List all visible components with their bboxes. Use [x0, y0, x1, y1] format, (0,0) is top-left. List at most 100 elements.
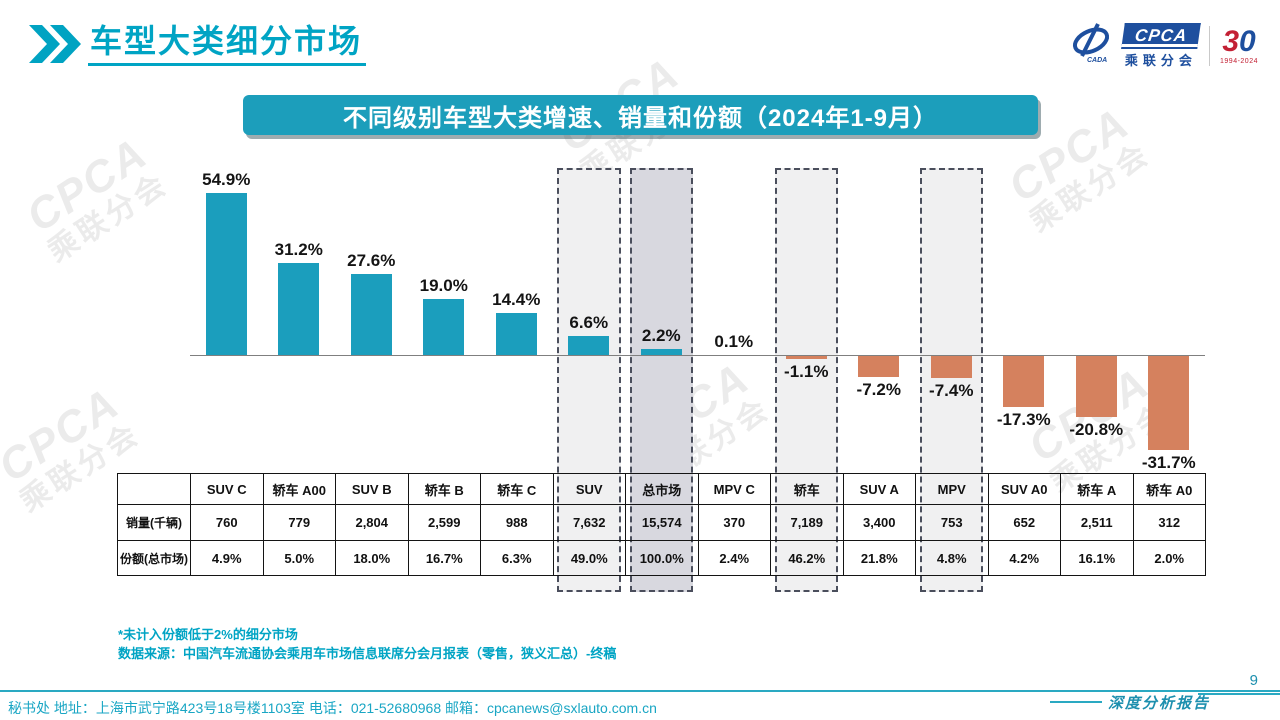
bar-value-label: -1.1%	[784, 362, 829, 382]
column-header-总市场: 总市场	[625, 473, 699, 505]
column-header-轿车 A: 轿车 A	[1060, 473, 1134, 505]
bar-轿车 B	[423, 298, 465, 355]
anniversary-30-badge: 30 1994-2024	[1220, 24, 1258, 65]
page-title: 车型大类细分市场	[88, 23, 367, 67]
bar-value-label: -7.2%	[856, 380, 901, 400]
footer-report-block: 9 深度分析报告	[1050, 672, 1280, 716]
cell-SUV B: 2,804	[335, 504, 409, 541]
column-header-MPV C: MPV C	[697, 473, 771, 505]
row-label	[117, 473, 191, 505]
bar-value-label: -7.4%	[929, 380, 974, 400]
footnotes: *未计入份额低于2%的细分市场 数据来源：中国汽车流通协会乘用车市场信息联席分会…	[118, 626, 616, 664]
cpca-logo: CADA CPCA 乘联分会 30 1994-2024	[1069, 22, 1258, 69]
cell-MPV: 4.8%	[915, 540, 989, 576]
cell-SUV: 49.0%	[552, 540, 626, 576]
anniversary-years: 1994-2024	[1220, 57, 1258, 65]
cell-轿车: 46.2%	[770, 540, 844, 576]
footer-divider-line	[0, 690, 1280, 692]
header: 车型大类细分市场	[28, 23, 367, 69]
page-number: 9	[1249, 672, 1258, 689]
row-label: 销量(千辆)	[117, 504, 191, 541]
bar-value-label: -31.7%	[1141, 452, 1196, 472]
report-type-label: 深度分析报告	[1108, 696, 1211, 712]
bar-轿车	[785, 356, 827, 360]
cell-MPV C: 2.4%	[697, 540, 771, 576]
footnote-data-source: 数据来源：中国汽车流通协会乘用车市场信息联席分会月报表（零售，狭义汇总）-终稿	[118, 645, 617, 661]
cpca-acronym: CPCA	[1121, 22, 1201, 49]
report-label-left-line	[1050, 701, 1102, 703]
cell-SUV A: 21.8%	[842, 540, 916, 576]
segment-data-table: SUV C 轿车 A00 SUV B 轿车 B 轿车 C SUV 总市场 MPV C 轿车 SUV…	[117, 473, 1206, 576]
table-row-share: 份额(总市场) 4.9% 5.0% 18.0% 16.7% 6.3% 49.0% 100.0%…	[117, 540, 1206, 576]
cell-轿车 C: 6.3%	[480, 540, 554, 576]
column-header-SUV B: SUV B	[335, 473, 409, 505]
cell-轿车: 7,189	[770, 504, 844, 541]
cell-MPV C: 370	[697, 504, 771, 541]
bar-value-label: 6.6%	[569, 312, 609, 332]
column-header-轿车 C: 轿车 C	[480, 473, 554, 505]
column-header-MPV: MPV	[915, 473, 989, 505]
bar-轿车 A	[1075, 356, 1117, 418]
bar-SUV B	[350, 273, 392, 355]
bar-value-label: -17.3%	[996, 410, 1051, 430]
bar-value-label: 19.0%	[419, 275, 468, 295]
svg-text:CADA: CADA	[1087, 57, 1107, 64]
double-chevron-icon	[28, 24, 82, 69]
bar-SUV	[568, 335, 610, 355]
bar-轿车 A0	[1148, 356, 1190, 450]
column-header-SUV: SUV	[552, 473, 626, 505]
cell-轿车 B: 2,599	[407, 504, 481, 541]
anniversary-0: 0	[1239, 24, 1256, 58]
cell-SUV A0: 4.2%	[987, 540, 1061, 576]
column-header-轿车: 轿车	[770, 473, 844, 505]
column-header-SUV A: SUV A	[842, 473, 916, 505]
cell-轿车 A0: 2.0%	[1132, 540, 1206, 576]
cell-轿车 A: 2,511	[1060, 504, 1134, 541]
bar-MPV	[930, 356, 972, 378]
cpca-chinese-name: 乘联分会	[1124, 52, 1197, 68]
bar-value-label: 54.9%	[202, 170, 251, 190]
bar-value-label: 31.2%	[274, 239, 323, 259]
column-header-轿车 A0: 轿车 A0	[1132, 473, 1206, 505]
cell-轿车 A0: 312	[1132, 504, 1206, 541]
bar-value-label: 27.6%	[347, 250, 396, 270]
bar-value-label: 14.4%	[492, 289, 541, 309]
column-header-轿车 B: 轿车 B	[407, 473, 481, 505]
cell-MPV: 753	[915, 504, 989, 541]
table-row-sales: 销量(千辆) 760 779 2,804 2,599 988 7,632 15,574 370 7…	[117, 504, 1206, 541]
bar-value-label: -20.8%	[1069, 420, 1124, 440]
cell-轿车 C: 988	[480, 504, 554, 541]
cell-总市场: 15,574	[625, 504, 699, 541]
cpca-swoosh-icon: CADA	[1069, 22, 1113, 69]
logo-divider	[1209, 25, 1211, 66]
bar-value-label: 0.1%	[714, 331, 754, 351]
cell-SUV C: 4.9%	[190, 540, 264, 576]
cpca-wordmark: CPCA 乘联分会	[1121, 22, 1201, 69]
column-header-轿车 A00: 轿车 A00	[262, 473, 336, 505]
cell-轿车 A: 16.1%	[1060, 540, 1134, 576]
bar-value-label: 2.2%	[641, 325, 681, 345]
bar-轿车 A00	[278, 262, 320, 355]
bar-SUV A	[858, 356, 900, 378]
cell-轿车 A00: 779	[262, 504, 336, 541]
cell-SUV A: 3,400	[842, 504, 916, 541]
column-header-SUV C: SUV C	[190, 473, 264, 505]
cell-SUV C: 760	[190, 504, 264, 541]
footnote-share-threshold: *未计入份额低于2%的细分市场	[118, 627, 298, 642]
cell-SUV: 7,632	[552, 504, 626, 541]
bar-SUV A0	[1003, 356, 1045, 408]
chart-title-banner: 不同级别车型大类增速、销量和份额（2024年1-9月）	[243, 95, 1038, 135]
cell-轿车 A00: 5.0%	[262, 540, 336, 576]
x-axis-line	[190, 355, 1205, 356]
cell-轿车 B: 16.7%	[407, 540, 481, 576]
chart-title: 不同级别车型大类增速、销量和份额（2024年1-9月）	[342, 104, 939, 132]
cell-SUV A0: 652	[987, 504, 1061, 541]
bar-轿车 C	[495, 312, 537, 355]
anniversary-3: 3	[1222, 24, 1239, 58]
footer-contact-info: 秘书处 地址：上海市武宁路423号18号楼1103室 电话：021-526809…	[8, 700, 657, 716]
column-header-SUV A0: SUV A0	[987, 473, 1061, 505]
report-label-right-line	[1198, 693, 1280, 695]
bar-总市场	[640, 348, 682, 355]
cell-总市场: 100.0%	[625, 540, 699, 576]
